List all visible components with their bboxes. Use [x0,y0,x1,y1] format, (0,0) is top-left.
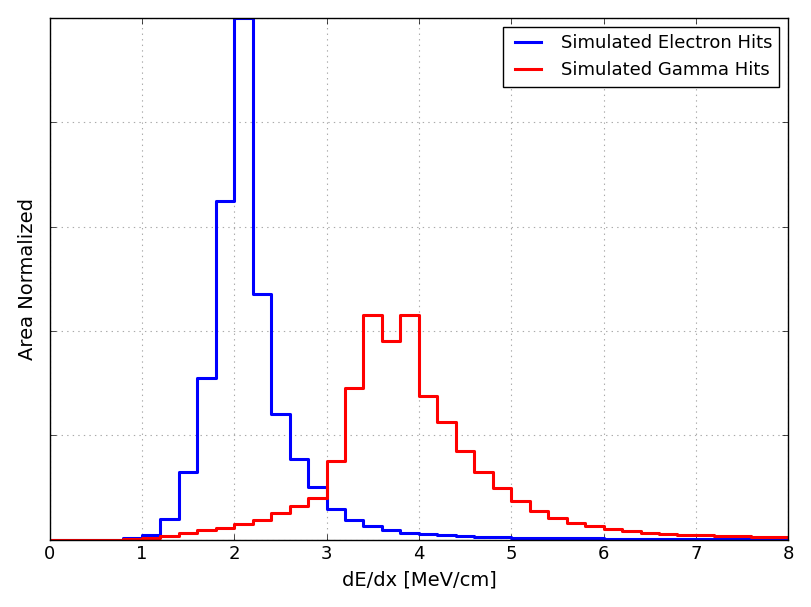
Simulated Electron Hits [561,535,571,542]
Simulated Gamma Hits [358,311,368,319]
Simulated Gamma Hits [524,507,534,515]
Legend: Simulated Electron Hits, Simulated Gamma Hits: Simulated Electron Hits, Simulated Gamma… [502,27,779,87]
Simulated Electron Hits [524,534,534,541]
X-axis label: dE/dx [MeV/cm]: dE/dx [MeV/cm] [341,570,496,589]
Simulated Gamma Hits [561,514,571,521]
Simulated Gamma Hits [45,536,54,543]
Y-axis label: Area Normalized: Area Normalized [18,198,37,360]
Simulated Electron Hits [783,535,792,543]
Simulated Electron Hits [709,535,719,543]
Simulated Gamma Hits [487,485,497,492]
Simulated Electron Hits [45,536,54,543]
Simulated Gamma Hits [709,532,719,539]
Line: Simulated Gamma Hits: Simulated Gamma Hits [49,315,787,540]
Simulated Electron Hits [487,534,497,541]
Simulated Gamma Hits [376,337,386,345]
Line: Simulated Electron Hits: Simulated Electron Hits [49,18,787,540]
Simulated Gamma Hits [783,534,792,541]
Simulated Electron Hits [506,534,516,541]
Simulated Electron Hits [376,526,386,534]
Simulated Electron Hits [229,15,238,22]
Simulated Gamma Hits [506,485,516,492]
